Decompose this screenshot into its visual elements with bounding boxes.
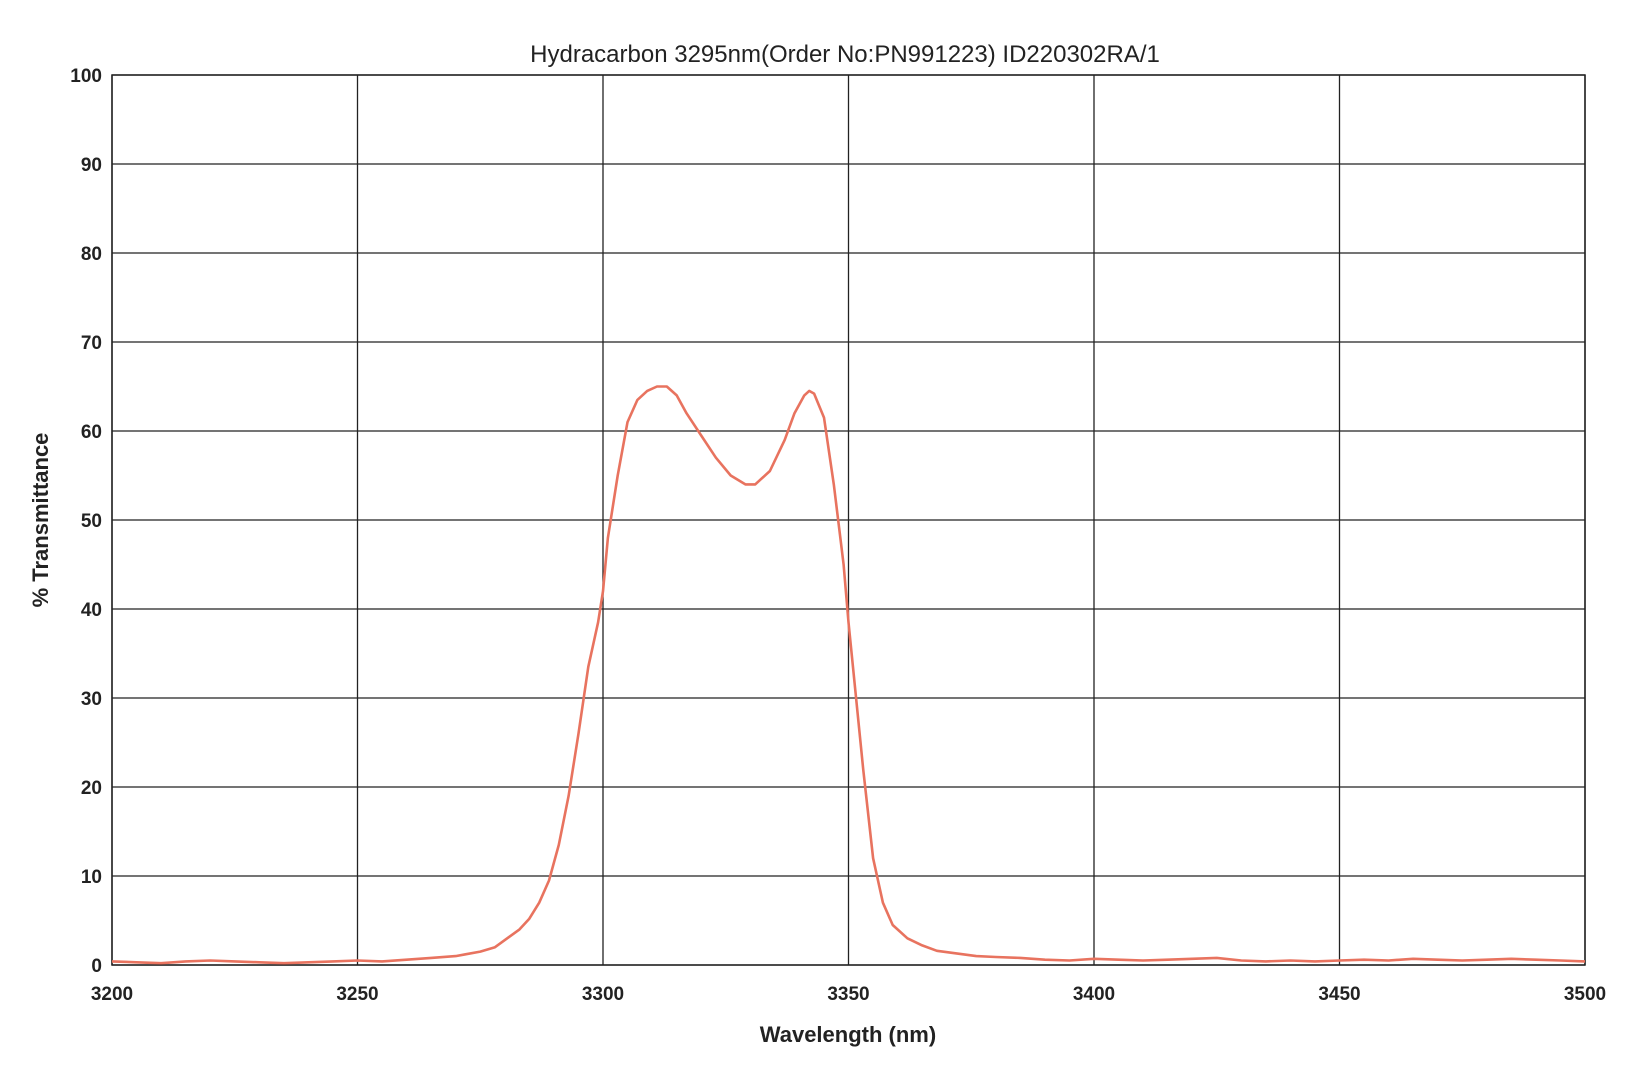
y-tick-label: 0 <box>91 956 102 977</box>
y-axis-ticks: 0 10 20 30 40 50 60 70 80 90 100 <box>70 66 102 977</box>
y-tick-label: 50 <box>81 511 102 532</box>
x-tick-label: 3500 <box>1564 984 1606 1005</box>
y-tick-label: 20 <box>81 778 102 799</box>
grid <box>111 74 1586 966</box>
y-tick-label: 40 <box>81 600 102 621</box>
y-tick-label: 60 <box>81 422 102 443</box>
x-tick-label: 3350 <box>827 984 869 1005</box>
x-axis-label: Wavelength (nm) <box>760 1022 936 1047</box>
x-tick-label: 3400 <box>1073 984 1115 1005</box>
x-tick-label: 3450 <box>1318 984 1360 1005</box>
y-tick-label: 90 <box>81 155 102 176</box>
x-tick-label: 3200 <box>91 984 133 1005</box>
y-tick-label: 10 <box>81 867 102 888</box>
series-line <box>111 385 1586 965</box>
y-tick-label: 100 <box>70 66 102 87</box>
y-tick-label: 70 <box>81 333 102 354</box>
x-tick-label: 3250 <box>336 984 378 1005</box>
y-axis-label: % Transmittance <box>28 433 53 608</box>
y-tick-label: 30 <box>81 689 102 710</box>
x-tick-label: 3300 <box>582 984 624 1005</box>
y-tick-label: 80 <box>81 244 102 265</box>
x-axis-ticks: 3200 3250 3300 3350 3400 3450 3500 <box>91 984 1606 1005</box>
plot-area <box>111 74 1586 966</box>
chart-title: Hydracarbon 3295nm(Order No:PN991223) ID… <box>530 41 1160 68</box>
